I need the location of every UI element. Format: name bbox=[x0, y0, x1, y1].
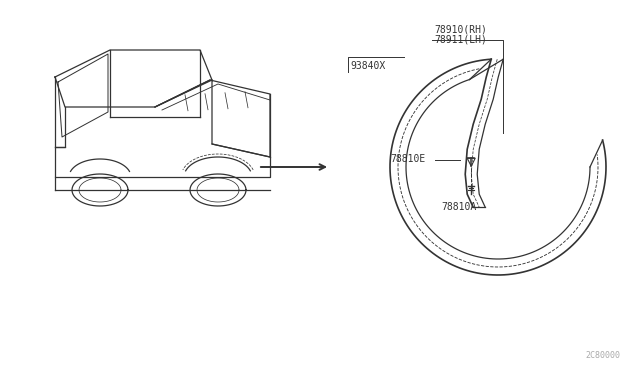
Text: 93840X: 93840X bbox=[350, 61, 385, 71]
Text: 78911(LH): 78911(LH) bbox=[434, 34, 487, 44]
Text: 78910(RH): 78910(RH) bbox=[434, 24, 487, 34]
Text: 2C80000: 2C80000 bbox=[585, 351, 620, 360]
Text: 78810E: 78810E bbox=[390, 154, 426, 164]
Text: 78810A: 78810A bbox=[441, 202, 476, 212]
